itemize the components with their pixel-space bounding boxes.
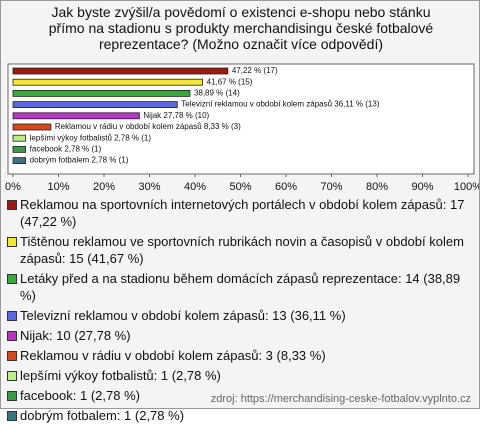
legend-item: Letáky před a na stadionu během domácích… xyxy=(7,270,473,304)
value-label: Televizní reklamou v období kolem zápasů… xyxy=(181,100,380,109)
x-tick-label: 70% xyxy=(320,181,342,193)
legend-label: Tištěnou reklamou ve sportovních rubriká… xyxy=(20,234,464,266)
legend-item: Nijak: 10 (27,78 %) xyxy=(7,327,473,344)
value-label: Nijak 27,78 % (10) xyxy=(143,111,209,120)
legend-swatch xyxy=(7,411,17,421)
bar xyxy=(12,134,27,142)
x-tick-label: 50% xyxy=(229,181,251,193)
value-label: facebook 2,78 % (1) xyxy=(30,145,102,154)
legend-swatch xyxy=(7,274,17,284)
value-label: 47,22 % (17) xyxy=(232,66,278,75)
bar xyxy=(12,123,52,131)
bar xyxy=(12,90,191,97)
bar xyxy=(12,78,203,86)
legend-item: facebook: 1 (2,78 %) xyxy=(7,387,473,404)
chart: 0% 10% 20% 30% 40% 50% 60% 70% 80% 90% 100% 47,22 %… xyxy=(5,63,479,193)
value-label: 41,67 % (15) xyxy=(207,77,253,86)
legend-label: Televizní reklamou v období kolem zápasů… xyxy=(20,308,346,323)
legend-swatch xyxy=(7,200,17,210)
legend-item: Reklamou na sportovních internetových po… xyxy=(7,196,473,230)
legend-label: Reklamou v rádiu v období kolem zápasů: … xyxy=(20,348,326,363)
value-label: Reklamou v rádiu v období kolem zápasů 8… xyxy=(55,122,241,131)
legend-swatch xyxy=(7,331,17,341)
legend-swatch xyxy=(7,351,17,361)
legend-label: dobrým fotbalem: 1 (2,78 %) xyxy=(20,408,185,423)
legend-label: Reklamou na sportovních internetových po… xyxy=(20,197,465,229)
legend-label: Letáky před a na stadionu během domácích… xyxy=(20,271,461,303)
x-tick-label: 20% xyxy=(93,181,115,193)
bar xyxy=(12,112,140,120)
legend-label: lepšími výkoy fotbalistů: 1 (2,78 %) xyxy=(20,368,221,383)
legend-label: Nijak: 10 (27,78 %) xyxy=(20,328,131,343)
bar xyxy=(12,67,229,75)
legend-item: Televizní reklamou v období kolem zápasů… xyxy=(7,307,473,324)
x-tick-label: 10% xyxy=(47,181,69,193)
legend-swatch xyxy=(7,391,17,401)
x-tick-label: 60% xyxy=(275,181,297,193)
bar xyxy=(12,157,27,165)
x-tick-label: 0% xyxy=(5,181,21,193)
legend-item: dobrým fotbalem: 1 (2,78 %) xyxy=(7,407,473,424)
legend-item: lepšími výkoy fotbalistů: 1 (2,78 %) xyxy=(7,367,473,384)
legend-label: facebook: 1 (2,78 %) xyxy=(20,388,140,403)
legend-item: Tištěnou reklamou ve sportovních rubriká… xyxy=(7,233,473,267)
legend-item: Reklamou v rádiu v období kolem zápasů: … xyxy=(7,347,473,364)
legend-swatch xyxy=(7,237,17,247)
value-label: dobrým fotbalem 2,78 % (1) xyxy=(30,156,129,165)
bar xyxy=(12,145,27,153)
legend-swatch xyxy=(7,371,17,381)
x-tick-label: 90% xyxy=(411,181,433,193)
value-label: lepšími výkoy fotbalistů 2,78 % (1) xyxy=(30,133,152,142)
x-tick-label: 100% xyxy=(454,181,479,193)
legend-swatch xyxy=(7,311,17,321)
x-tick-label: 40% xyxy=(184,181,206,193)
chart-title: Jak byste zvýšil/a povědomí o existenci … xyxy=(48,4,434,52)
x-tick-label: 80% xyxy=(366,181,388,193)
legend: Reklamou na sportovních internetových po… xyxy=(7,196,473,427)
source: zdroj: https://merchandising-ceske-fotba… xyxy=(210,393,471,405)
x-tick-label: 30% xyxy=(138,181,160,193)
value-label: 38,89 % (14) xyxy=(194,89,240,98)
bar xyxy=(12,101,178,108)
